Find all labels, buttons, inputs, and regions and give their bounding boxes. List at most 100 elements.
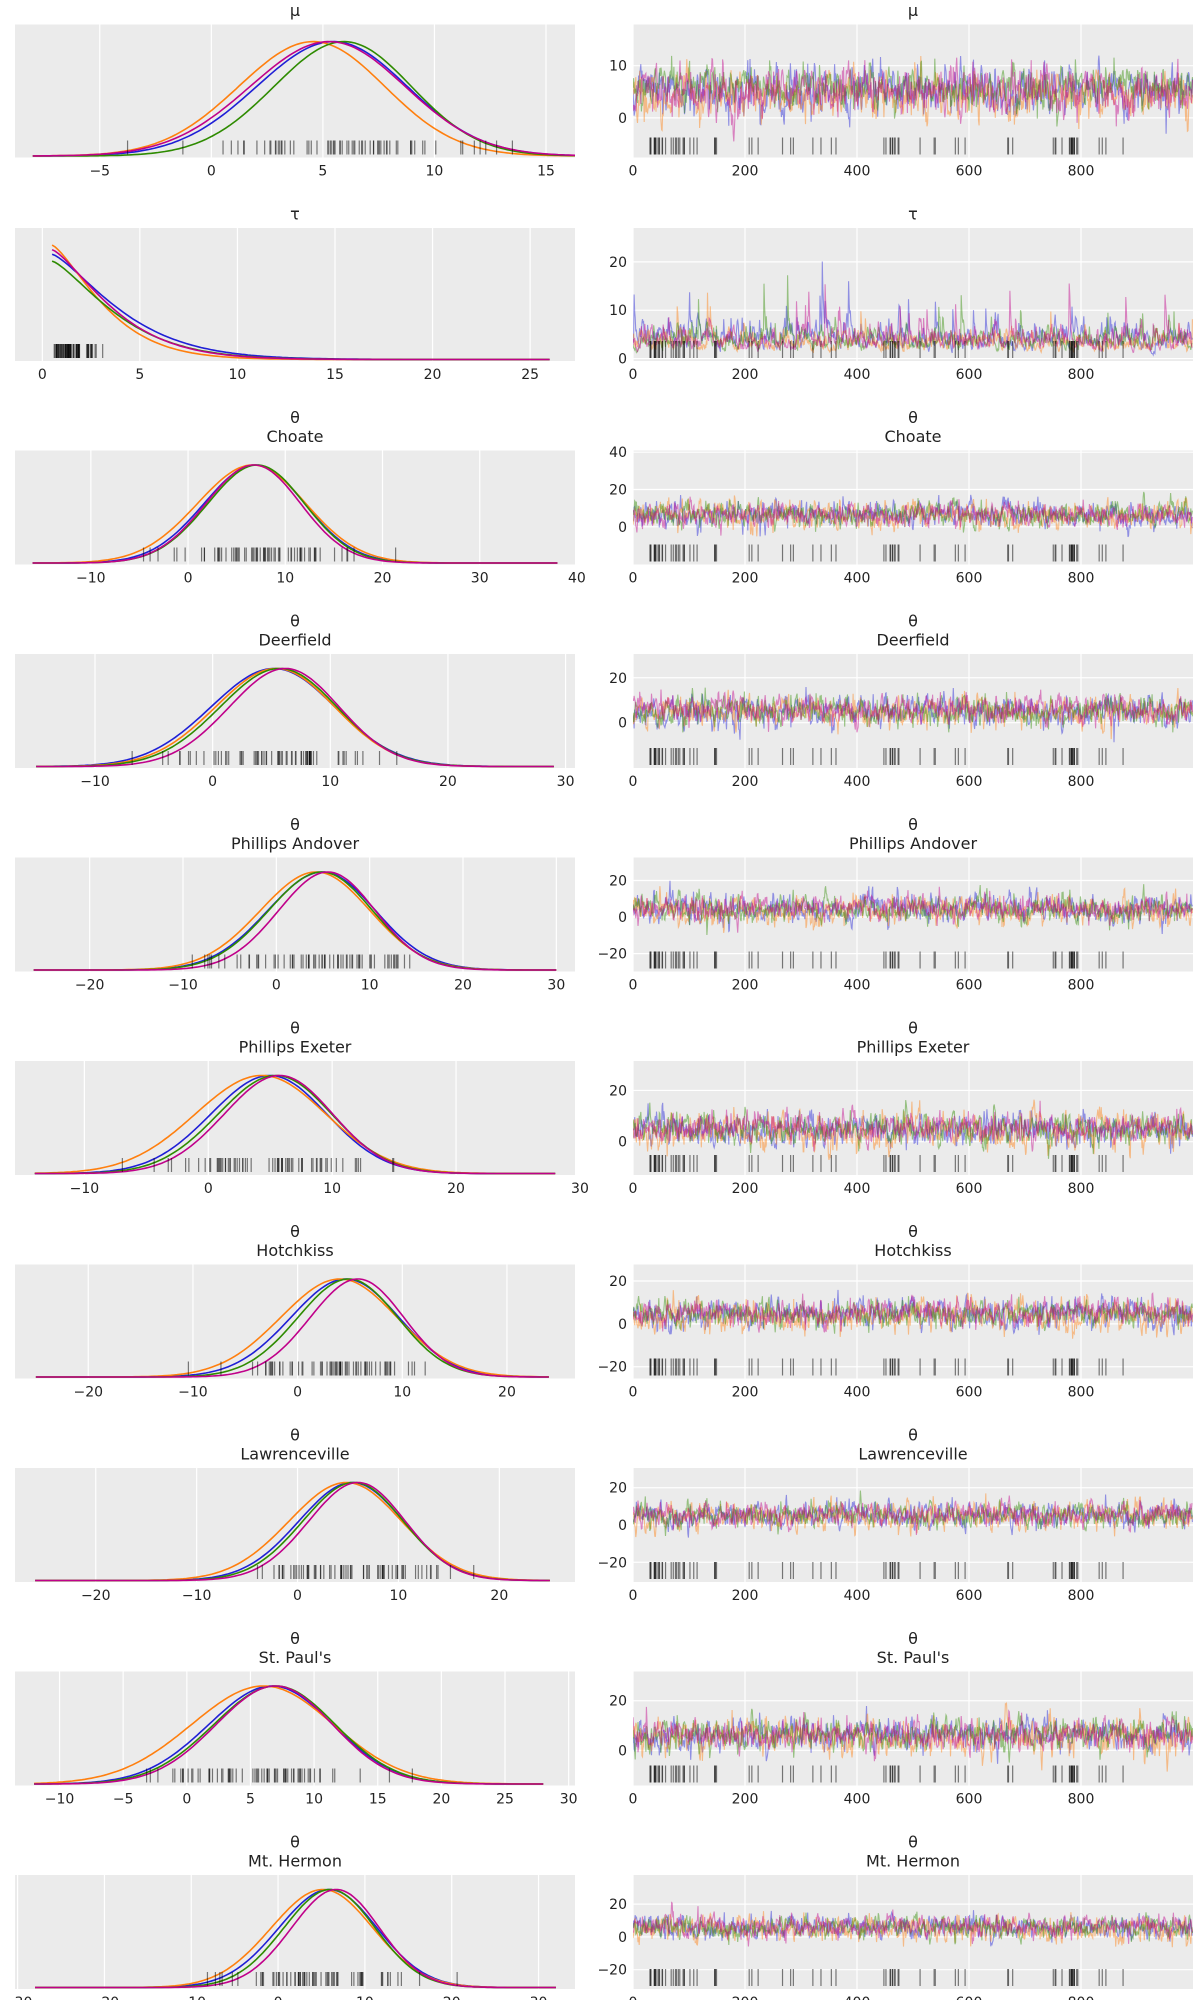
trace-y-tick-label: 20	[609, 1083, 627, 1099]
density-x-tick-label: 25	[496, 1792, 514, 1808]
density-x-tick-label: 40	[568, 571, 586, 587]
density-x-tick-label: −5	[89, 164, 110, 180]
trace-x-tick-label: 200	[732, 1792, 759, 1808]
trace-x-tick-label: 600	[956, 1181, 983, 1197]
density-x-tick-label: 30	[471, 571, 489, 587]
trace-line-chain-3	[633, 1296, 1193, 1334]
density-panel-background	[15, 24, 575, 158]
trace-x-tick-label: 200	[732, 978, 759, 994]
density-x-tick-label: 30	[530, 1995, 548, 2000]
density-title-line-1: θ	[290, 1222, 300, 1241]
density-x-tick-label: 10	[321, 774, 339, 790]
trace-lines	[633, 1901, 1193, 1948]
trace-title-line-1: θ	[908, 1019, 918, 1038]
density-curve-chain-4	[35, 1888, 556, 1989]
trace-x-tick-label: 800	[1068, 1385, 1095, 1401]
trace-x-tick-label: 0	[629, 1995, 638, 2000]
trace-lines	[633, 1490, 1193, 1538]
trace-y-tick-label: 0	[618, 520, 627, 536]
trace-x-tick-label: 0	[629, 774, 638, 790]
density-panel-theta-choate: −10 0 10 20 30 40	[15, 450, 586, 587]
trace-line-chain-3	[633, 1911, 1193, 1946]
trace-panel-background	[633, 24, 1193, 158]
density-x-tick-label: −10	[182, 1588, 212, 1604]
trace-y-tick-label: 20	[609, 1897, 627, 1913]
trace-x-tick-label: 600	[956, 978, 983, 994]
density-x-tick-label: 20	[424, 367, 442, 383]
trace-y-tick-label: 20	[609, 671, 627, 687]
density-title-line-1: θ	[290, 1629, 300, 1648]
trace-x-tick-label: 600	[956, 1385, 983, 1401]
trace-x-tick-label: 600	[956, 1792, 983, 1808]
trace-lines	[633, 1701, 1193, 1772]
density-curve-chain-4	[33, 871, 557, 971]
density-x-tick-label: 30	[547, 978, 565, 994]
density-panel-theta-st-pauls: −10 −5 0 5 10 15 20 25 30	[15, 1671, 578, 1808]
density-x-tick-label: 10	[393, 1385, 411, 1401]
density-x-tick-label: −20	[75, 978, 105, 994]
trace-x-tick-label: 800	[1068, 774, 1095, 790]
trace-title-line-2: Phillips Exeter	[857, 1038, 970, 1057]
trace-x-tick-label: 0	[629, 571, 638, 587]
row-tau: τ τ 0 5 10 15 20 25 0 200 400 600 800 0 10 20	[15, 205, 1193, 383]
trace-title-line-2: Mt. Hermon	[866, 1852, 960, 1871]
density-panel-theta-phillips-andover: −20 −10 0 10 20 30	[15, 857, 575, 994]
trace-x-tick-label: 400	[844, 978, 871, 994]
density-curve-chain-4	[35, 1481, 550, 1582]
density-panel-theta-phillips-exeter: −10 0 10 20 30	[15, 1061, 589, 1197]
trace-line-chain-1	[633, 1705, 1193, 1764]
trace-panel-theta-st-pauls: 0 200 400 600 800 0 20	[609, 1671, 1193, 1808]
density-x-tick-label: −10	[70, 1181, 100, 1197]
density-panel-mu: −5 0 5 10 15	[15, 24, 576, 180]
density-panel-background	[15, 450, 575, 565]
trace-x-tick-label: 800	[1068, 164, 1095, 180]
trace-y-tick-label: 0	[618, 1930, 627, 1946]
trace-line-chain-4	[633, 1495, 1193, 1536]
trace-x-tick-label: 400	[844, 1588, 871, 1604]
trace-x-tick-label: 200	[732, 1995, 759, 2000]
trace-y-tick-label: 20	[609, 1274, 627, 1290]
trace-line-chain-3	[633, 1490, 1193, 1537]
trace-line-chain-4	[633, 1292, 1193, 1333]
trace-x-tick-label: 400	[844, 367, 871, 383]
density-x-tick-label: −10	[178, 1385, 208, 1401]
density-x-tick-label: 30	[560, 1792, 578, 1808]
trace-x-tick-label: 600	[956, 367, 983, 383]
trace-line-chain-2	[633, 1701, 1193, 1772]
trace-title-line-1: θ	[908, 408, 918, 427]
trace-line-chain-1	[633, 1102, 1193, 1154]
density-title-line-1: θ	[290, 612, 300, 631]
trace-line-chain-1	[633, 1289, 1193, 1336]
trace-x-tick-label: 600	[956, 571, 983, 587]
density-curve-chain-4	[32, 464, 558, 564]
trace-y-tick-label: 10	[609, 59, 627, 75]
trace-y-tick-label: 0	[618, 352, 627, 368]
trace-line-chain-2	[633, 1911, 1193, 1948]
density-x-tick-label: 10	[229, 367, 247, 383]
trace-title-line-1: θ	[908, 1222, 918, 1241]
trace-lines	[633, 55, 1193, 142]
trace-y-tick-label: 0	[618, 111, 627, 127]
trace-x-tick-label: 400	[844, 571, 871, 587]
trace-y-tick-label: 0	[618, 1518, 627, 1534]
trace-y-tick-label: 0	[618, 1317, 627, 1333]
density-x-tick-label: 10	[305, 1792, 323, 1808]
trace-x-tick-label: 600	[956, 1588, 983, 1604]
trace-line-chain-2	[633, 687, 1193, 740]
density-x-tick-label: 10	[390, 1588, 408, 1604]
trace-x-tick-label: 800	[1068, 367, 1095, 383]
density-x-tick-label: 15	[537, 164, 555, 180]
trace-x-tick-label: 400	[844, 1995, 871, 2000]
density-x-tick-label: 10	[276, 571, 294, 587]
density-panel-background	[15, 1671, 575, 1786]
trace-x-tick-label: 0	[629, 1588, 638, 1604]
trace-y-tick-label: 20	[609, 482, 627, 498]
density-title-line-1: μ	[290, 1, 300, 20]
trace-line-chain-4	[633, 1706, 1193, 1762]
trace-line-chain-4	[633, 57, 1193, 142]
trace-y-tick-label: 0	[618, 1135, 627, 1151]
